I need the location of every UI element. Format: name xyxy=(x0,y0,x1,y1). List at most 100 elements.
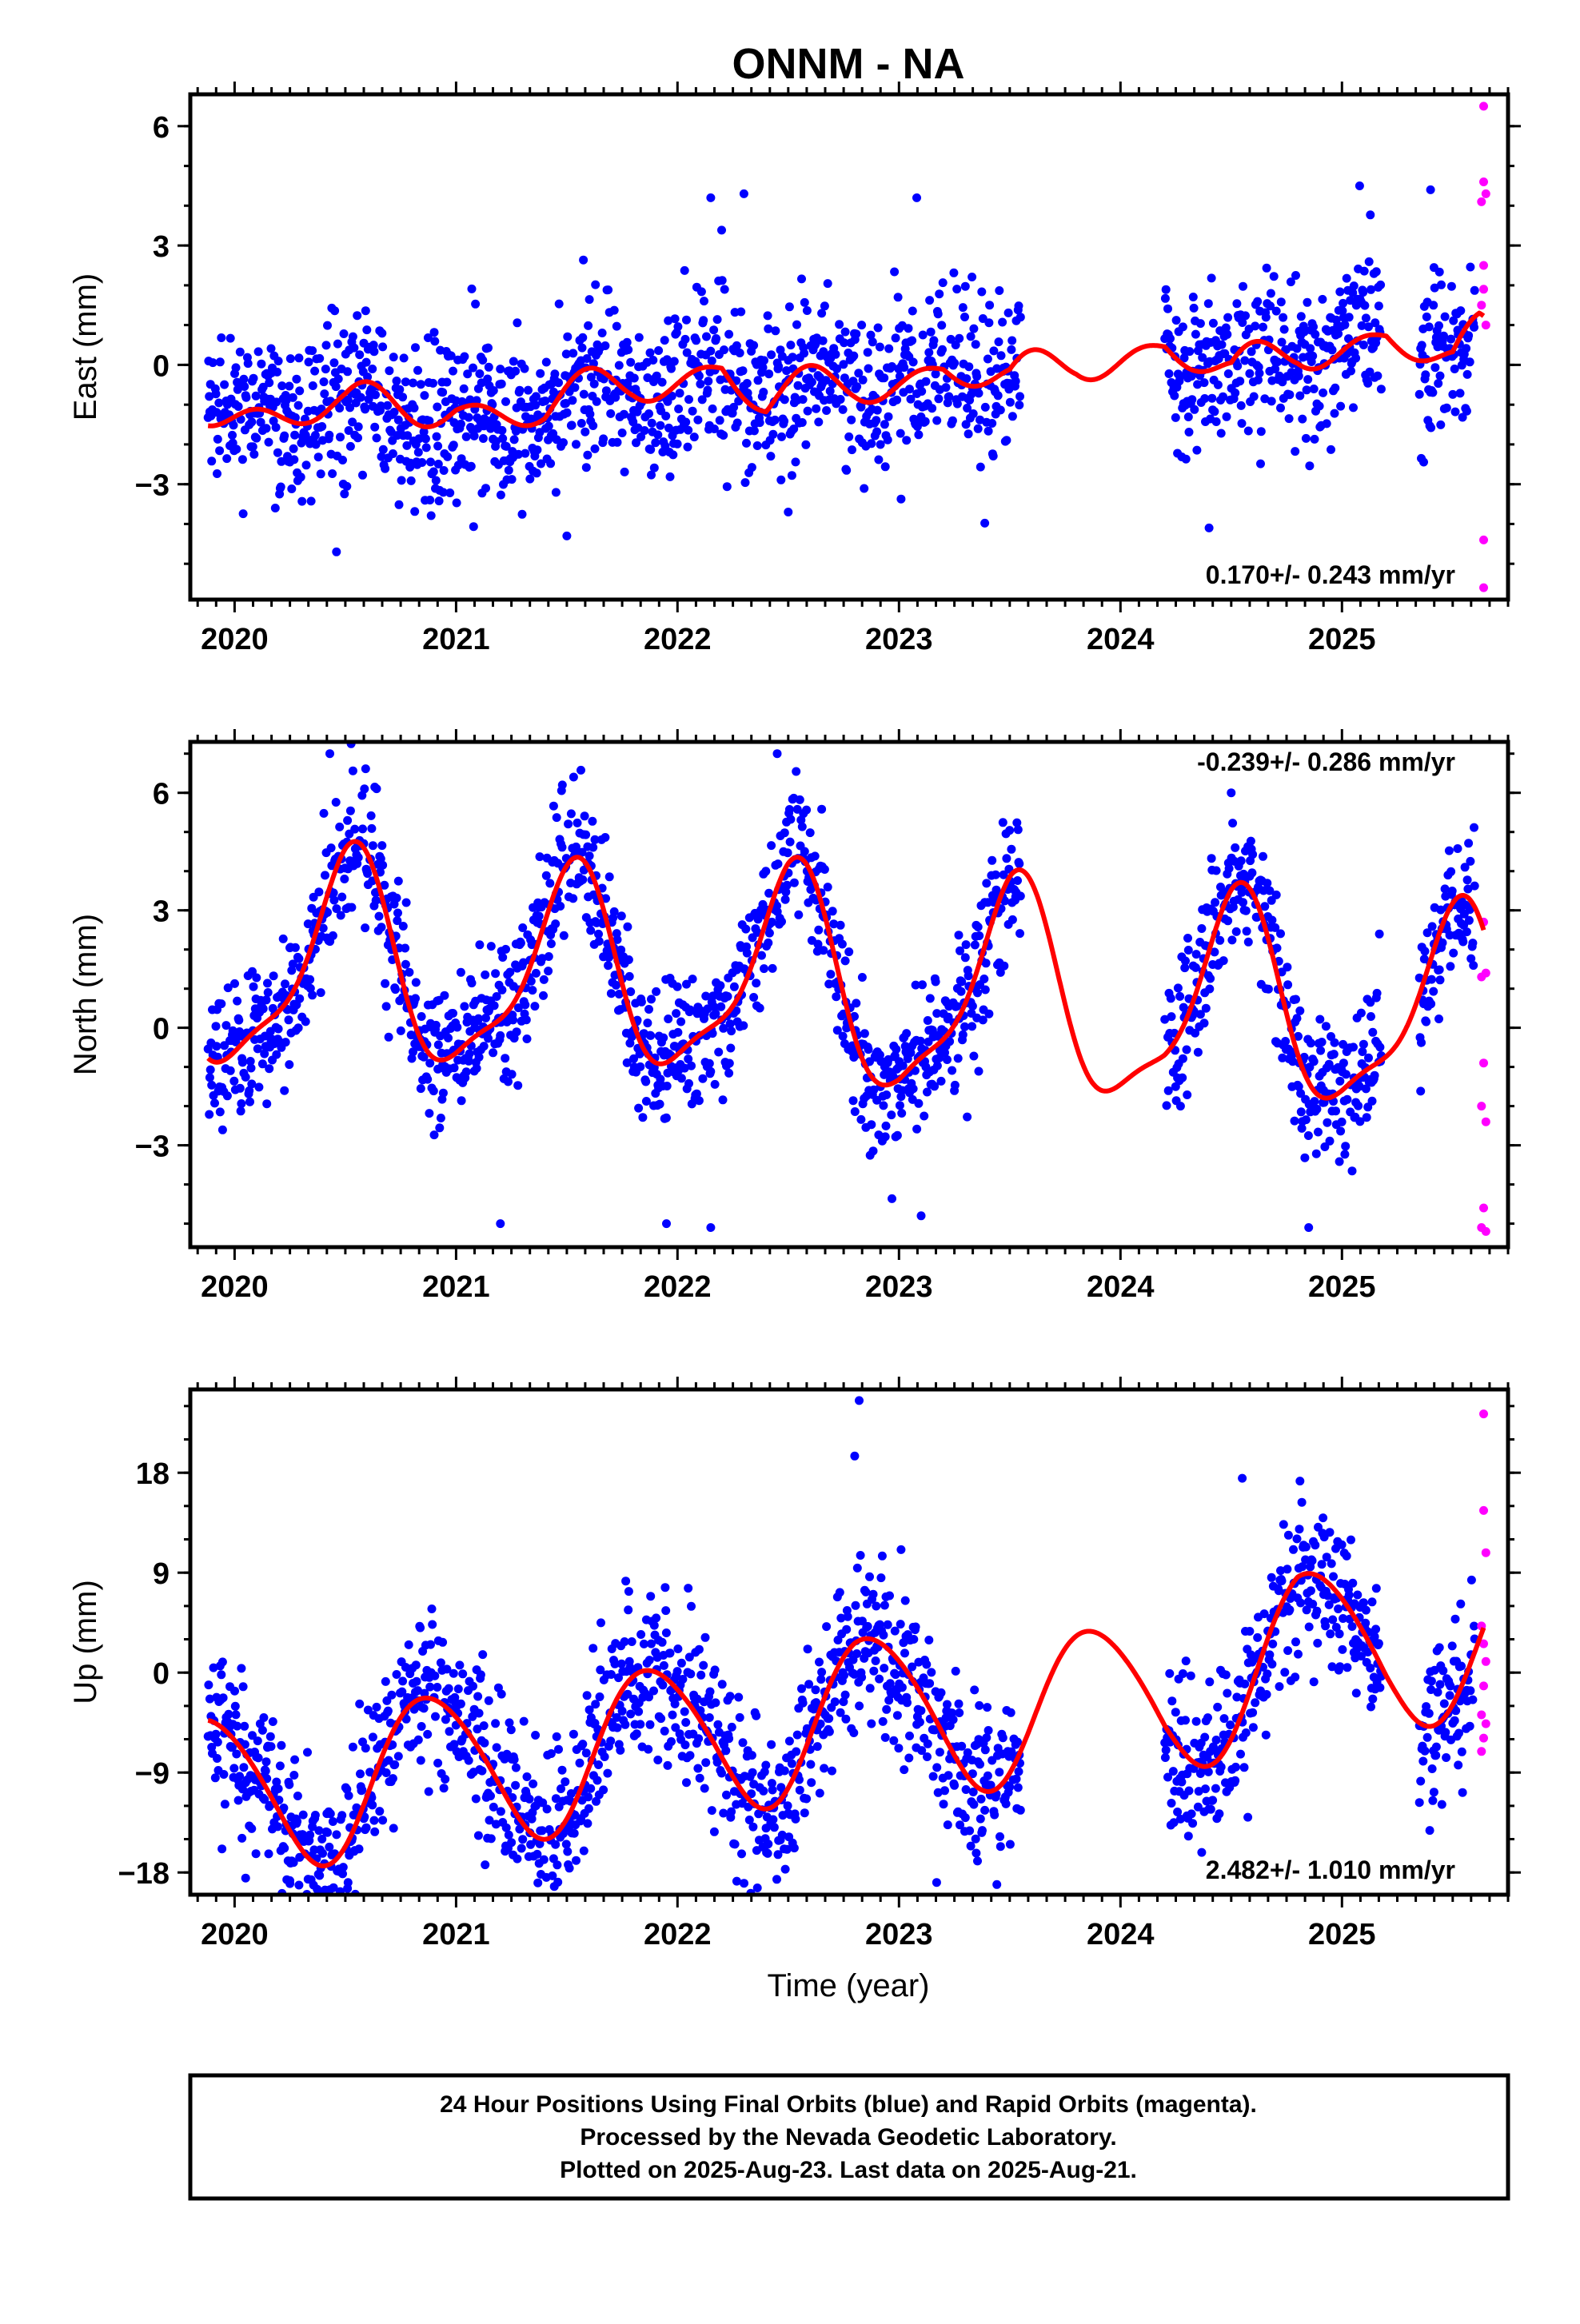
final-point xyxy=(274,357,283,365)
final-point xyxy=(212,389,221,398)
final-point xyxy=(1247,868,1256,877)
final-point xyxy=(329,358,338,367)
final-point xyxy=(305,1831,314,1840)
final-point xyxy=(1259,323,1267,332)
final-point xyxy=(872,1602,880,1611)
final-point xyxy=(525,475,534,484)
final-point xyxy=(645,1656,654,1664)
final-point xyxy=(924,1016,932,1025)
final-point xyxy=(708,405,717,413)
x-tick-label: 2021 xyxy=(422,623,490,656)
final-point xyxy=(989,452,998,460)
final-point xyxy=(1456,389,1465,397)
final-point xyxy=(1184,1832,1193,1840)
final-point xyxy=(841,956,850,965)
final-point xyxy=(653,430,662,439)
final-point xyxy=(774,362,783,371)
final-point xyxy=(427,512,436,520)
final-point xyxy=(522,1015,531,1024)
final-point xyxy=(1240,1763,1249,1772)
final-point xyxy=(430,337,439,345)
final-point xyxy=(773,749,782,758)
final-point xyxy=(635,333,644,342)
final-point xyxy=(687,1602,696,1611)
final-point xyxy=(656,421,664,430)
final-point xyxy=(832,992,840,1001)
final-point xyxy=(569,349,577,357)
final-point xyxy=(914,1099,923,1108)
final-point xyxy=(478,1650,487,1659)
final-point xyxy=(515,386,524,395)
final-point xyxy=(975,1701,984,1710)
final-point xyxy=(460,353,469,361)
final-point xyxy=(792,767,800,776)
final-point xyxy=(600,1752,609,1761)
final-point xyxy=(772,1875,781,1884)
final-point xyxy=(959,303,968,312)
final-point xyxy=(247,417,256,426)
final-point xyxy=(381,1677,390,1686)
final-point xyxy=(536,369,545,378)
final-point xyxy=(1297,312,1306,321)
final-point xyxy=(969,1052,978,1061)
final-point xyxy=(770,1823,779,1832)
final-point xyxy=(1331,384,1339,393)
final-point xyxy=(630,374,639,383)
final-point xyxy=(788,1760,796,1768)
final-point xyxy=(247,1064,256,1073)
final-point xyxy=(1197,924,1206,933)
final-point xyxy=(249,983,258,991)
final-point xyxy=(462,433,471,441)
final-point xyxy=(935,289,944,298)
final-point xyxy=(332,548,341,556)
final-point xyxy=(841,328,850,337)
final-point xyxy=(410,507,419,516)
final-point xyxy=(477,1670,485,1679)
final-point xyxy=(1363,379,1372,388)
final-point xyxy=(517,1844,526,1853)
final-point xyxy=(428,1620,437,1629)
final-point xyxy=(752,1712,760,1720)
final-point xyxy=(711,1080,720,1089)
final-point xyxy=(340,329,349,338)
final-point xyxy=(896,1101,904,1110)
final-point xyxy=(433,1683,441,1692)
final-point xyxy=(949,269,958,277)
final-point xyxy=(1011,377,1020,385)
final-point xyxy=(1232,299,1241,308)
final-point xyxy=(1441,313,1450,321)
final-point xyxy=(968,273,976,281)
final-point xyxy=(1377,385,1386,393)
final-point xyxy=(697,287,706,296)
final-point xyxy=(753,1884,762,1892)
final-point xyxy=(489,1803,498,1812)
final-point xyxy=(521,365,529,373)
final-point xyxy=(1434,379,1442,388)
final-point xyxy=(785,805,794,814)
final-point xyxy=(1211,898,1219,907)
final-point xyxy=(405,1640,413,1649)
final-point xyxy=(955,1700,964,1708)
final-point xyxy=(390,1760,399,1769)
rapid-point xyxy=(1482,1227,1490,1236)
final-point xyxy=(450,1063,459,1072)
final-point xyxy=(968,1002,977,1011)
final-point xyxy=(357,393,365,402)
final-point xyxy=(585,851,594,860)
final-point xyxy=(421,434,430,443)
final-point xyxy=(1013,876,1022,885)
final-point xyxy=(262,995,271,1004)
final-point xyxy=(817,805,826,814)
final-point xyxy=(1340,321,1349,329)
final-point xyxy=(872,1656,880,1665)
final-point xyxy=(892,1670,900,1679)
final-point xyxy=(1236,1750,1245,1759)
final-point xyxy=(694,1734,703,1743)
final-point xyxy=(644,1745,652,1754)
final-point xyxy=(578,875,587,884)
final-point xyxy=(1310,385,1319,393)
final-point xyxy=(385,1033,393,1042)
final-point xyxy=(1279,313,1287,322)
final-point xyxy=(1182,455,1191,464)
final-point xyxy=(578,333,587,342)
